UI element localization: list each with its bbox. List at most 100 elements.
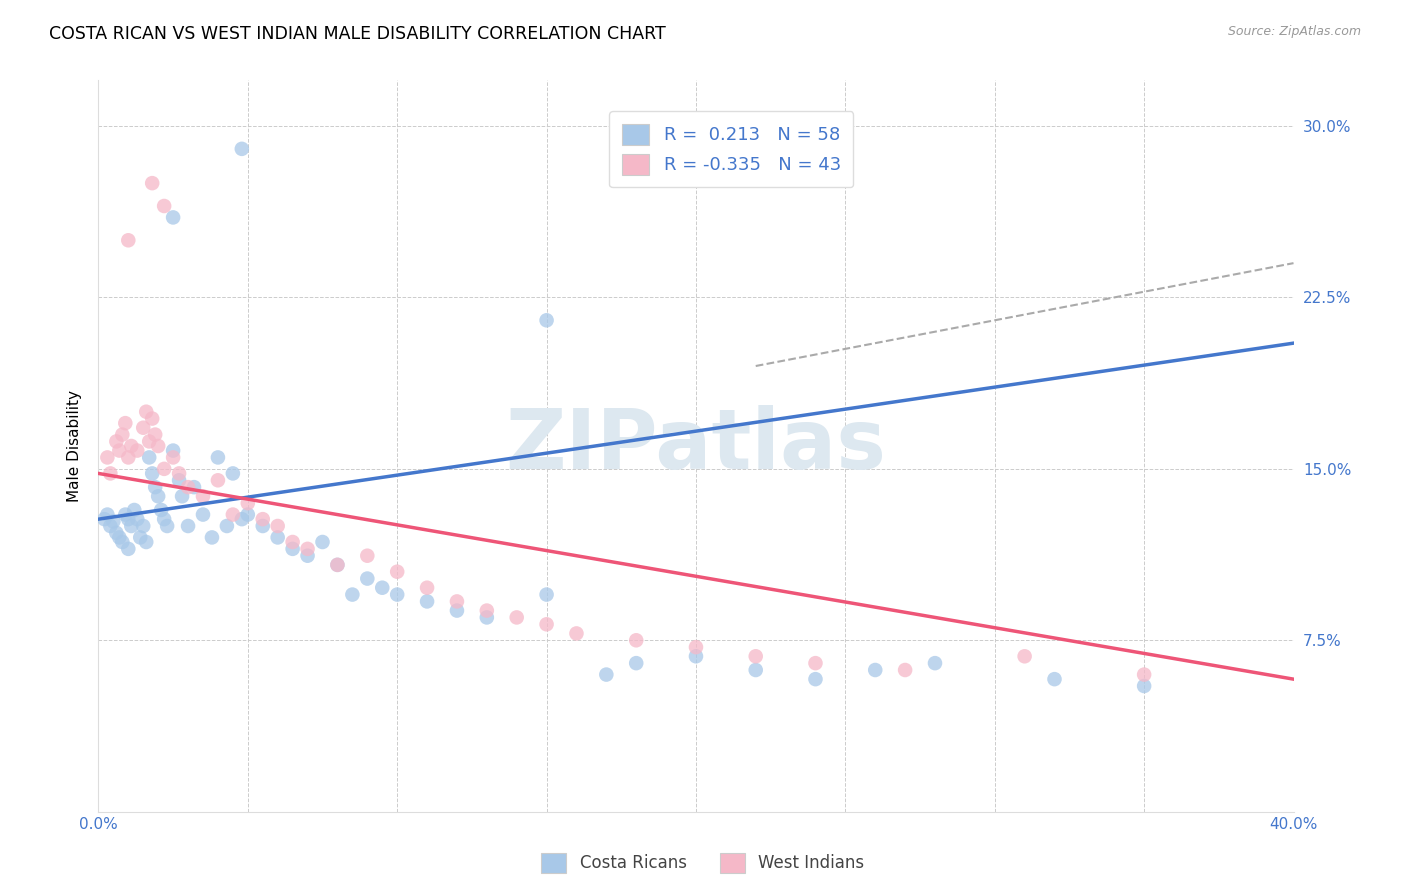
- Point: [172, 489, 194, 503]
- Point: [117, 541, 139, 556]
- Point: [207, 473, 229, 487]
- Point: [177, 480, 200, 494]
- Point: [565, 626, 588, 640]
- Y-axis label: Male Disability: Male Disability: [67, 390, 83, 502]
- Point: [162, 443, 184, 458]
- Point: [595, 667, 617, 681]
- Text: ZIPatlas: ZIPatlas: [506, 406, 886, 486]
- Point: [108, 530, 131, 544]
- Point: [191, 489, 214, 503]
- Point: [156, 519, 179, 533]
- Point: [120, 439, 142, 453]
- Point: [222, 467, 245, 481]
- Point: [222, 508, 245, 522]
- Point: [506, 610, 529, 624]
- Point: [281, 541, 304, 556]
- Point: [371, 581, 394, 595]
- Point: [1133, 667, 1156, 681]
- Point: [183, 480, 205, 494]
- Point: [745, 649, 768, 664]
- Point: [108, 443, 131, 458]
- Point: [356, 572, 378, 586]
- Point: [129, 530, 152, 544]
- Point: [685, 640, 707, 655]
- Point: [215, 519, 238, 533]
- Point: [326, 558, 349, 572]
- Point: [626, 633, 648, 648]
- Point: [342, 588, 364, 602]
- Point: [98, 467, 122, 481]
- Point: [127, 443, 149, 458]
- Point: [117, 233, 139, 247]
- Point: [124, 503, 146, 517]
- Point: [475, 604, 498, 618]
- Point: [536, 617, 558, 632]
- Point: [167, 473, 190, 487]
- Point: [536, 588, 558, 602]
- Point: [111, 535, 134, 549]
- Point: [231, 142, 253, 156]
- Point: [117, 512, 139, 526]
- Point: [311, 535, 333, 549]
- Point: [114, 508, 136, 522]
- Point: [804, 656, 827, 670]
- Point: [385, 565, 409, 579]
- Point: [132, 519, 155, 533]
- Point: [1043, 672, 1066, 686]
- Legend: R =  0.213   N = 58, R = -0.335   N = 43: R = 0.213 N = 58, R = -0.335 N = 43: [609, 112, 853, 187]
- Point: [804, 672, 827, 686]
- Point: [138, 434, 160, 449]
- Point: [153, 462, 176, 476]
- Point: [105, 434, 128, 449]
- Point: [297, 541, 319, 556]
- Point: [111, 427, 134, 442]
- Point: [626, 656, 648, 670]
- Point: [385, 588, 409, 602]
- Point: [281, 535, 304, 549]
- Point: [143, 427, 166, 442]
- Point: [132, 421, 155, 435]
- Point: [894, 663, 917, 677]
- Point: [201, 530, 224, 544]
- Text: COSTA RICAN VS WEST INDIAN MALE DISABILITY CORRELATION CHART: COSTA RICAN VS WEST INDIAN MALE DISABILI…: [49, 25, 666, 43]
- Point: [267, 519, 290, 533]
- Point: [98, 519, 122, 533]
- Point: [326, 558, 349, 572]
- Point: [685, 649, 707, 664]
- Point: [475, 610, 498, 624]
- Point: [162, 450, 184, 465]
- Point: [416, 594, 439, 608]
- Point: [153, 512, 176, 526]
- Point: [96, 450, 118, 465]
- Point: [150, 503, 173, 517]
- Point: [191, 508, 214, 522]
- Point: [924, 656, 946, 670]
- Point: [177, 519, 200, 533]
- Point: [167, 467, 190, 481]
- Point: [236, 508, 259, 522]
- Point: [143, 480, 166, 494]
- Point: [138, 450, 160, 465]
- Point: [103, 515, 125, 529]
- Legend: Costa Ricans, West Indians: Costa Ricans, West Indians: [534, 847, 872, 880]
- Point: [114, 416, 136, 430]
- Point: [162, 211, 184, 225]
- Point: [416, 581, 439, 595]
- Point: [252, 519, 274, 533]
- Point: [117, 450, 139, 465]
- Point: [207, 450, 229, 465]
- Point: [297, 549, 319, 563]
- Point: [120, 519, 142, 533]
- Point: [1014, 649, 1036, 664]
- Point: [93, 512, 115, 526]
- Point: [267, 530, 290, 544]
- Point: [536, 313, 558, 327]
- Point: [105, 525, 128, 540]
- Point: [141, 411, 163, 425]
- Point: [356, 549, 378, 563]
- Point: [148, 489, 170, 503]
- Point: [231, 512, 253, 526]
- Point: [446, 594, 468, 608]
- Point: [135, 535, 157, 549]
- Point: [127, 512, 149, 526]
